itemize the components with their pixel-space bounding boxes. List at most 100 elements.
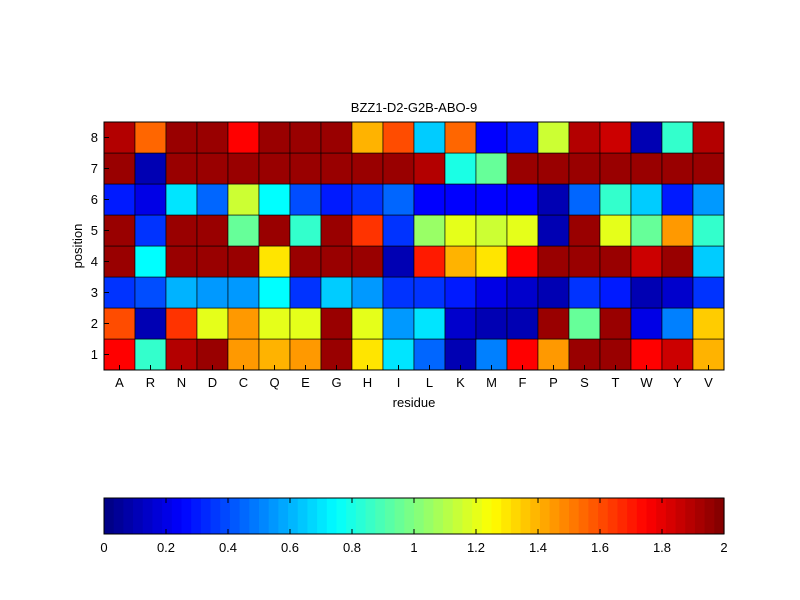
colorbar-step: [259, 498, 270, 534]
heatmap-cell: [692, 183, 725, 216]
heatmap-cell: [382, 276, 415, 309]
heatmap-cell: [413, 245, 446, 278]
heatmap-cell: [568, 276, 601, 309]
heatmap-cell: [382, 121, 415, 154]
heatmap-cell: [661, 214, 694, 247]
colorbar-step: [539, 498, 551, 534]
heatmap-cell: [134, 214, 167, 247]
heatmap-cell: [506, 121, 539, 154]
colorbar-step: [414, 498, 425, 534]
y-axis-label: position: [70, 224, 85, 269]
colorbar-tick-label: 1.8: [653, 540, 671, 555]
y-tick-label: 3: [91, 285, 98, 300]
colorbar-step: [520, 498, 531, 534]
colorbar-step: [627, 498, 638, 534]
colorbar-step: [220, 498, 231, 534]
heatmap-cell: [692, 338, 725, 371]
colorbar-step: [113, 498, 124, 534]
heatmap-cell: [258, 338, 291, 371]
colorbar-step: [578, 498, 589, 534]
x-tick-label: I: [397, 375, 401, 390]
colorbar-step: [404, 498, 415, 534]
x-tick-label: N: [177, 375, 186, 390]
heatmap-cell: [227, 307, 260, 340]
colorbar-step: [278, 498, 289, 534]
colorbar-step: [491, 498, 502, 534]
colorbar-step: [268, 498, 279, 534]
heatmap-cell: [599, 121, 632, 154]
heatmap-cell: [568, 214, 601, 247]
x-tick-label: T: [612, 375, 620, 390]
heatmap-cell: [165, 307, 198, 340]
heatmap-cell: [165, 183, 198, 216]
colorbar-step: [181, 498, 192, 534]
heatmap-cell: [537, 214, 570, 247]
y-tick-label: 6: [91, 192, 98, 207]
colorbar-step: [317, 498, 328, 534]
heatmap-cell: [537, 121, 570, 154]
colorbar-step: [249, 498, 260, 534]
x-tick-label: S: [580, 375, 589, 390]
heatmap-cell: [692, 245, 725, 278]
heatmap-cell: [382, 152, 415, 185]
heatmap-cell: [196, 121, 229, 154]
heatmap-cell: [351, 307, 384, 340]
heatmap-cell: [661, 307, 694, 340]
heatmap-cell: [165, 152, 198, 185]
heatmap-cell: [289, 152, 322, 185]
heatmap-cell: [506, 183, 539, 216]
heatmap-cell: [444, 121, 477, 154]
x-tick-label: L: [426, 375, 433, 390]
colorbar-tick-label: 1.4: [529, 540, 547, 555]
heatmap-cell: [258, 245, 291, 278]
colorbar-step: [481, 498, 493, 534]
y-tick-label: 7: [91, 161, 98, 176]
heatmap-cell: [196, 307, 229, 340]
heatmap-cell: [165, 121, 198, 154]
colorbar-step: [607, 498, 619, 534]
colorbar-step: [123, 498, 134, 534]
heatmap-cell: [692, 276, 725, 309]
colorbar-step: [443, 498, 454, 534]
colorbar-step: [365, 498, 376, 534]
x-tick-label: P: [549, 375, 558, 390]
heatmap-cell: [661, 245, 694, 278]
heatmap-cell: [351, 183, 384, 216]
heatmap-cell: [444, 338, 477, 371]
heatmap-cell: [444, 214, 477, 247]
heatmap-cell: [475, 183, 508, 216]
y-tick-label: 2: [91, 316, 98, 331]
heatmap-cell: [134, 121, 167, 154]
colorbar-step: [646, 498, 657, 534]
colorbar-step: [656, 498, 667, 534]
x-tick-label: C: [239, 375, 248, 390]
heatmap-cell: [103, 183, 136, 216]
heatmap-cell: [382, 183, 415, 216]
colorbar-step: [598, 498, 609, 534]
heatmap-cell: [475, 121, 508, 154]
heatmap-cell: [506, 307, 539, 340]
heatmap-cell: [165, 276, 198, 309]
heatmap-cell: [196, 183, 229, 216]
heatmap-cell: [413, 214, 446, 247]
heatmap-cell: [506, 152, 539, 185]
colorbar-tick-label: 0.8: [343, 540, 361, 555]
x-tick-label: Q: [269, 375, 279, 390]
colorbar-tick-label: 0.6: [281, 540, 299, 555]
heatmap-cell: [258, 121, 291, 154]
heatmap-cell: [630, 245, 663, 278]
colorbar-step: [704, 498, 715, 534]
y-tick-label: 5: [91, 223, 98, 238]
colorbar-step: [452, 498, 464, 534]
colorbar-tick-label: 1.6: [591, 540, 609, 555]
heatmap-cell: [320, 276, 353, 309]
heatmap-cell: [196, 214, 229, 247]
heatmap-cell: [134, 245, 167, 278]
heatmap-cell: [134, 307, 167, 340]
heatmap-cell: [134, 183, 167, 216]
colorbar-step: [588, 498, 599, 534]
heatmap-cell: [661, 276, 694, 309]
heatmap-cell: [475, 152, 508, 185]
heatmap-cell: [475, 245, 508, 278]
colorbar-step: [530, 498, 541, 534]
